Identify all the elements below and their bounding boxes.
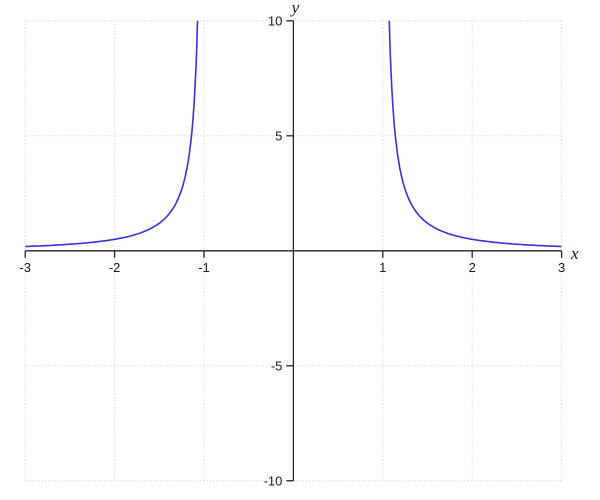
svg-text:5: 5 [275,128,282,143]
svg-text:-2: -2 [109,260,121,275]
svg-text:10: 10 [268,13,282,28]
svg-text:y: y [290,0,300,17]
svg-text:x: x [570,244,579,263]
svg-text:2: 2 [469,260,476,275]
svg-text:1: 1 [379,260,386,275]
svg-text:-1: -1 [198,260,210,275]
svg-text:-3: -3 [19,260,31,275]
svg-text:-5: -5 [271,358,283,373]
svg-text:-10: -10 [264,473,283,488]
svg-text:3: 3 [558,260,565,275]
